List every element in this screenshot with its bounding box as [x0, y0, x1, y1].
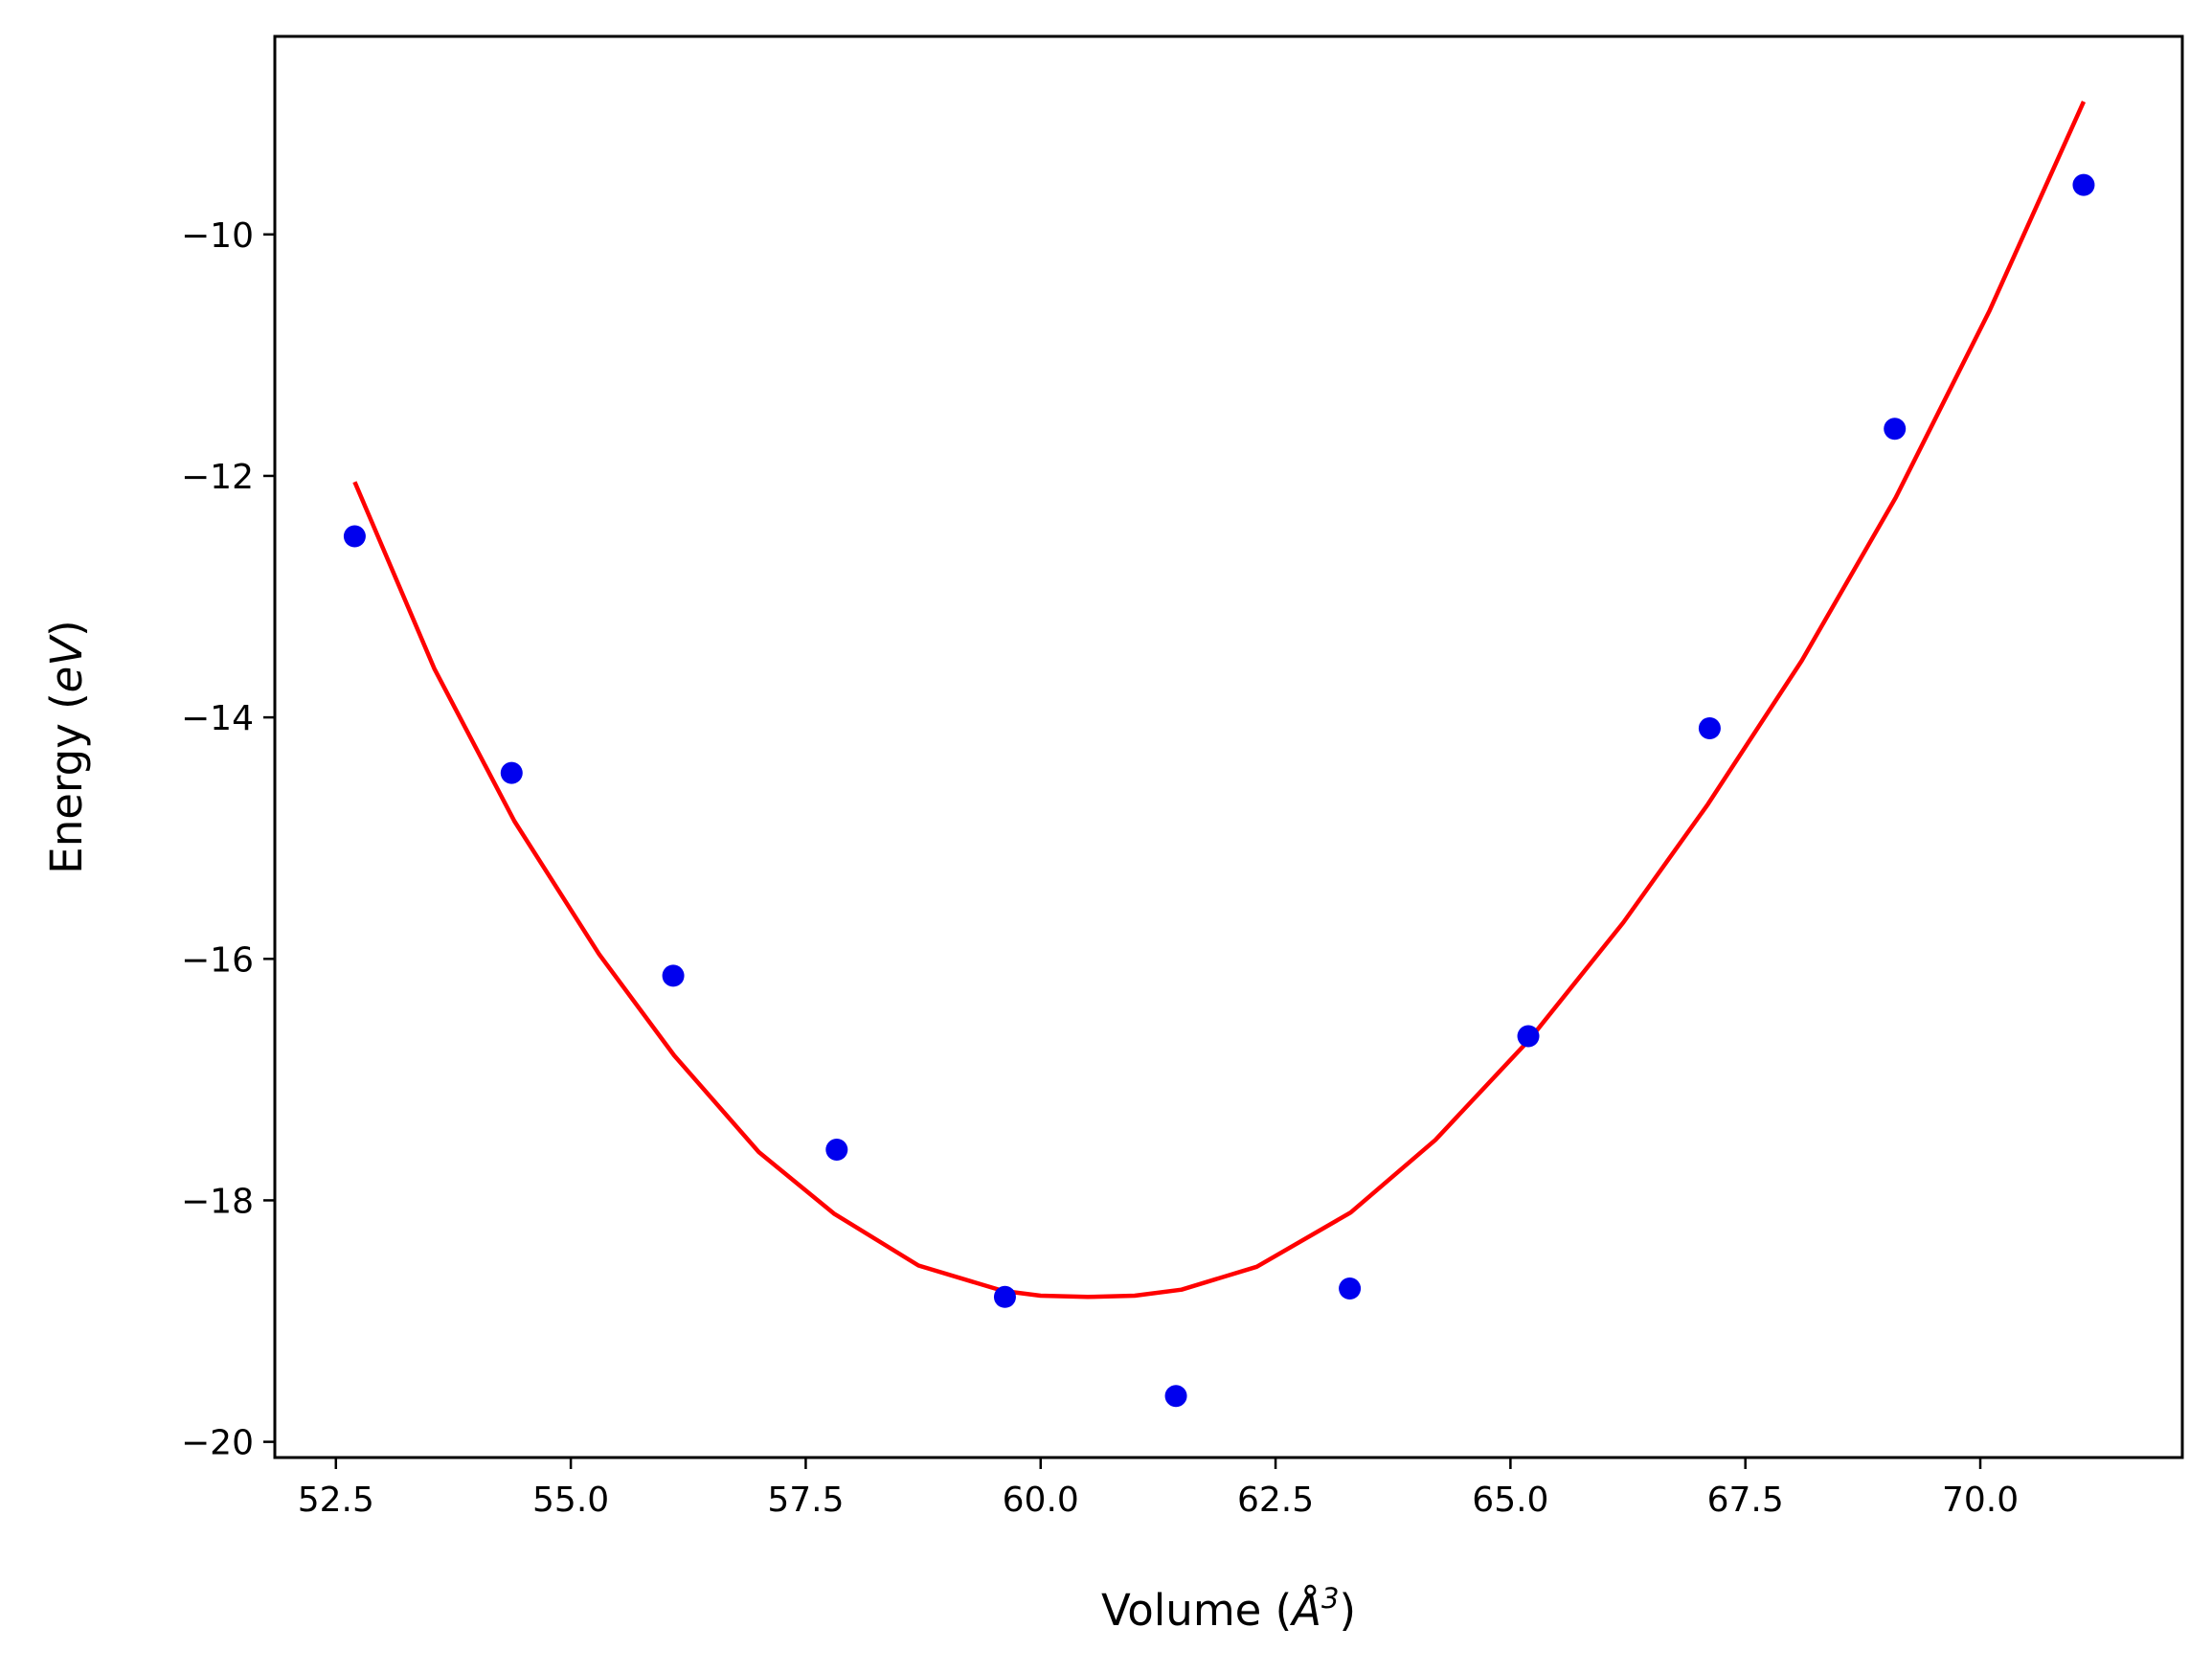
fit-curve-layer [352, 101, 2087, 1300]
plot-frame [273, 34, 2184, 1459]
y-tick-label: −10 [181, 216, 254, 256]
data-points-layer [343, 173, 2095, 1408]
y-tick-label: −18 [181, 1182, 254, 1221]
x-tick-label: 65.0 [1472, 1481, 1548, 1520]
y-axis-label: Energy (eV) [41, 620, 92, 873]
data-point [825, 1138, 848, 1161]
x-tick-label: 67.5 [1707, 1481, 1784, 1520]
data-point [2072, 173, 2095, 196]
x-tick-label: 52.5 [298, 1481, 374, 1520]
x-tick-label: 60.0 [1003, 1481, 1079, 1520]
data-point [662, 964, 685, 987]
data-point [1517, 1025, 1540, 1048]
fit-curve-line [352, 101, 2087, 1300]
x-axis-ticks: 52.5 55.0 57.5 60.0 62.5 65.0 67.5 70.0 [298, 1458, 2019, 1520]
y-tick-label: −14 [181, 699, 254, 738]
data-point [343, 525, 366, 548]
data-point [1339, 1277, 1362, 1300]
y-axis-ticks: −20 −18 −16 −14 −12 −10 [181, 216, 275, 1463]
y-tick-label: −20 [181, 1424, 254, 1463]
data-point [993, 1285, 1016, 1308]
data-point [1884, 418, 1907, 441]
x-axis-label: Volume (Å3) [1101, 1582, 1356, 1636]
y-tick-label: −12 [181, 458, 254, 497]
x-tick-label: 62.5 [1237, 1481, 1314, 1520]
y-tick-label: −16 [181, 940, 254, 980]
data-point [1698, 716, 1721, 739]
data-point [1164, 1385, 1187, 1408]
x-tick-label: 57.5 [767, 1481, 844, 1520]
x-tick-label: 70.0 [1942, 1481, 2019, 1520]
data-point [500, 761, 523, 784]
x-tick-label: 55.0 [532, 1481, 609, 1520]
